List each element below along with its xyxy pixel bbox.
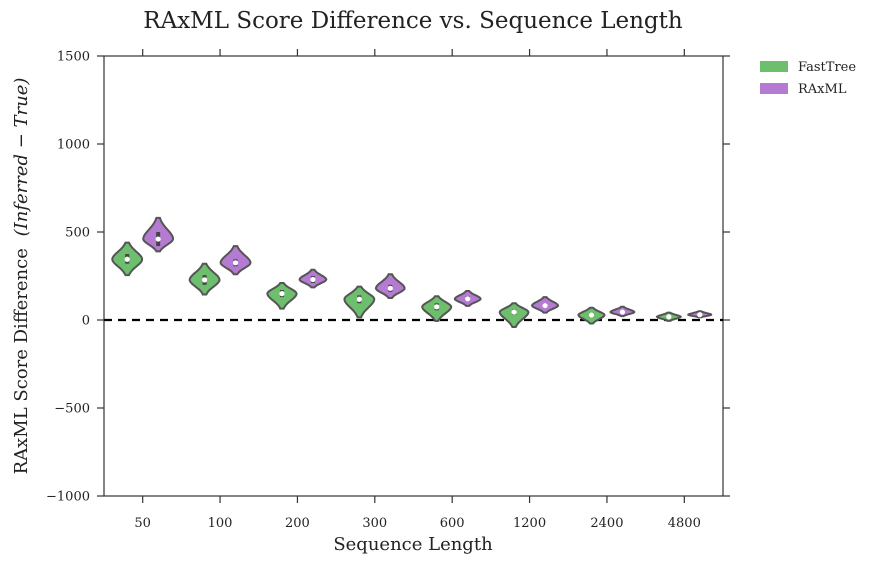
y-axis-label-main: RAxML Score Difference bbox=[11, 248, 32, 474]
x-axis-label: Sequence Length bbox=[333, 534, 493, 555]
y-tick-label: 500 bbox=[65, 226, 90, 241]
plot-area: −1000 −500 0 500 1000 1500 50 100 200 300 600 1200 2… bbox=[46, 49, 730, 531]
y-tick-label: 1000 bbox=[57, 138, 90, 153]
legend: FastTree RAxML bbox=[760, 60, 856, 97]
x-tick-label: 200 bbox=[285, 516, 310, 531]
x-tick-label: 2400 bbox=[590, 516, 623, 531]
violin-fasttree bbox=[498, 302, 530, 328]
y-axis-label-math: (Inferred − True) bbox=[11, 78, 32, 237]
y-axis-label: RAxML Score Difference (Inferred − True) bbox=[11, 78, 32, 475]
x-tick-label: 600 bbox=[440, 516, 465, 531]
violin-median-fasttree bbox=[201, 277, 208, 283]
violin-median-raxml bbox=[387, 285, 393, 291]
violin-median-fasttree bbox=[588, 312, 595, 318]
x-tick-label: 50 bbox=[134, 516, 151, 531]
violin-median-raxml bbox=[155, 236, 161, 242]
violin-median-raxml bbox=[697, 312, 703, 318]
violin-median-raxml bbox=[310, 276, 316, 283]
plot-frame bbox=[103, 55, 724, 497]
violin-median-fasttree bbox=[666, 314, 672, 320]
x-tick-label: 100 bbox=[208, 516, 233, 531]
legend-label-fasttree: FastTree bbox=[798, 60, 856, 75]
legend-swatch-raxml bbox=[760, 83, 788, 94]
y-tick-label: 1500 bbox=[57, 50, 90, 65]
violin-median-fasttree bbox=[434, 304, 440, 310]
chart-title: RAxML Score Difference vs. Sequence Leng… bbox=[143, 8, 683, 34]
violin-median-raxml bbox=[232, 260, 239, 266]
violin-median-fasttree bbox=[124, 256, 130, 262]
y-tick-label: 0 bbox=[82, 314, 90, 329]
y-tick-label: −1000 bbox=[46, 490, 90, 505]
x-tick-label: 4800 bbox=[668, 516, 701, 531]
x-tick-label: 300 bbox=[362, 516, 387, 531]
violin-median-fasttree bbox=[279, 291, 285, 297]
violin-median-fasttree bbox=[356, 296, 362, 302]
violin-median-raxml bbox=[619, 309, 626, 315]
legend-label-raxml: RAxML bbox=[798, 82, 847, 97]
y-tick-label: −500 bbox=[54, 402, 90, 417]
violin-median-raxml bbox=[465, 296, 471, 302]
violin-median-fasttree bbox=[511, 309, 517, 315]
legend-swatch-fasttree bbox=[760, 61, 788, 72]
x-tick-label: 1200 bbox=[513, 516, 546, 531]
violin-median-raxml bbox=[542, 302, 548, 309]
